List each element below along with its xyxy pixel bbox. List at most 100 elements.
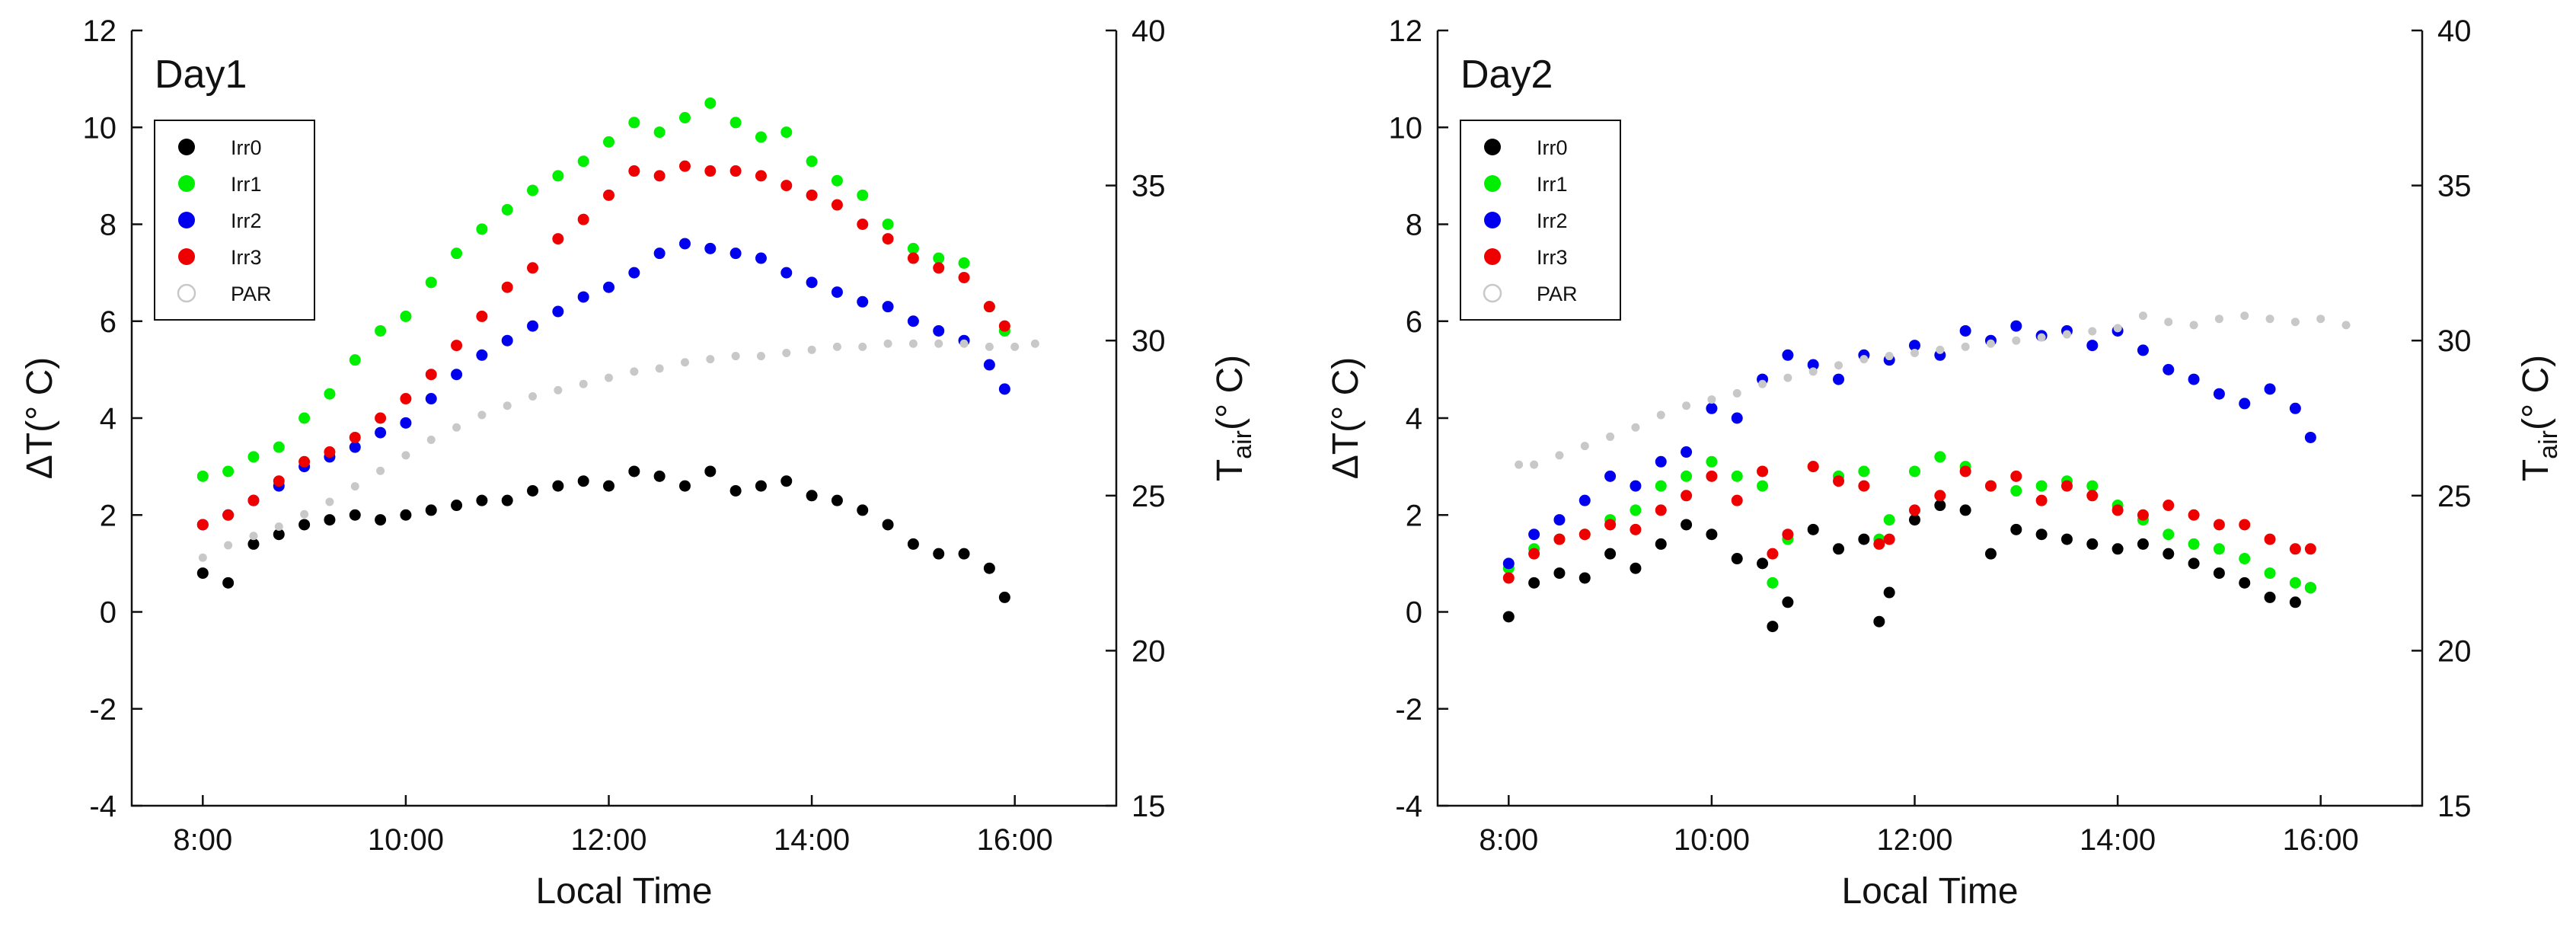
data-point-irr2 [729,248,742,260]
data-point-par [1732,388,1741,398]
data-point-irr3 [1767,548,1779,560]
data-point-irr0 [1757,557,1769,570]
data-point-irr2 [2086,340,2099,352]
y-tick-label: 10 [83,111,117,145]
y-tick-label: 8 [100,209,117,242]
legend-label-irr3: Irr3 [1537,246,1568,269]
data-point-irr3 [2304,543,2316,555]
y-tick-label: 10 [1389,111,1423,145]
data-point-irr2 [349,441,361,453]
data-point-par [655,364,664,373]
data-point-irr3 [552,233,564,245]
data-point-irr2 [780,267,793,279]
legend-marker-irr0 [1484,139,1501,155]
data-point-par [2240,311,2249,321]
data-point-irr1 [933,252,945,264]
data-point-par [1606,432,1615,441]
data-point-irr3 [2010,470,2022,482]
data-point-irr1 [2304,582,2316,594]
data-point-par [198,553,207,562]
data-point-par [959,339,969,348]
series-par [198,339,1039,562]
data-point-irr3 [577,213,589,225]
data-point-irr3 [1553,533,1566,545]
data-point-irr3 [1757,465,1769,477]
data-point-irr1 [1706,455,1718,468]
data-point-irr1 [2035,480,2048,492]
data-point-irr1 [1655,480,1667,492]
data-point-par [300,509,309,519]
data-point-irr3 [729,165,742,177]
data-point-irr0 [2188,557,2200,570]
data-point-irr0 [222,576,235,589]
data-point-irr0 [2239,576,2251,589]
data-point-irr3 [273,475,285,487]
y-axis-label-right: Tair(° C) [1210,355,1257,481]
data-point-par [528,391,538,401]
data-point-irr2 [2289,402,2301,414]
data-point-irr1 [222,465,235,477]
data-point-irr1 [425,276,437,289]
data-point-irr1 [1767,576,1779,589]
data-point-irr1 [755,131,767,143]
data-point-irr0 [476,494,488,506]
data-point-irr0 [1767,621,1779,633]
data-point-irr2 [907,315,919,327]
data-point-irr2 [1578,494,1591,506]
data-point-irr2 [998,383,1010,395]
data-point-par [1834,361,1843,370]
data-point-irr2 [552,305,564,318]
data-point-irr2 [2264,383,2276,395]
data-point-irr3 [375,412,387,424]
data-point-par [579,379,588,388]
data-point-par [224,541,233,550]
data-point-irr1 [1883,514,1895,526]
y-right-tick-label: 20 [1132,634,1166,668]
legend-marker-irr3 [1484,248,1501,265]
data-point-par [2088,327,2097,336]
data-point-irr3 [1984,480,1997,492]
data-point-par [426,436,436,445]
legend-marker-par [1483,283,1502,303]
y-tick-label: 4 [100,402,117,436]
data-point-irr3 [1833,475,1845,487]
data-point-irr1 [882,219,894,230]
data-point-irr1 [2163,529,2175,541]
data-point-par [883,339,892,348]
data-point-irr1 [2086,480,2099,492]
x-tick-label: 14:00 [774,823,850,857]
y-axis-label-right-sub: air [1228,430,1257,459]
data-point-irr0 [2112,543,2124,555]
data-point-irr0 [1782,596,1794,608]
data-point-par [2037,333,2046,342]
legend-label-irr3: Irr3 [231,246,262,269]
y-tick-label: 12 [1389,14,1423,48]
x-tick-label: 12:00 [1876,823,1952,857]
data-point-irr3 [1681,490,1693,502]
data-point-irr0 [1731,553,1743,565]
data-point-irr3 [1873,538,1885,550]
data-point-irr2 [400,417,412,429]
data-point-irr3 [1934,490,1946,502]
data-point-irr3 [1807,461,1819,473]
data-point-irr0 [1984,548,1997,560]
data-point-irr3 [2137,509,2149,521]
data-point-irr0 [2264,591,2276,603]
y-axis-label-left: ΔT(° C) [1326,357,1366,480]
x-tick-label: 14:00 [2080,823,2156,857]
data-point-par [807,345,816,354]
data-point-par [985,342,994,351]
data-point-irr2 [1807,359,1819,371]
data-point-irr0 [2137,538,2149,550]
data-point-par [832,342,841,351]
data-point-irr1 [1731,470,1743,482]
data-point-par [1808,367,1818,376]
data-point-par [858,342,867,351]
data-point-par [2316,315,2325,324]
legend-marker-irr2 [178,212,195,228]
data-point-irr2 [653,248,666,260]
data-point-irr2 [2304,431,2316,443]
data-point-irr2 [2239,398,2251,410]
legend-marker-par [177,283,196,303]
y-right-tick-label: 35 [2437,170,2472,203]
